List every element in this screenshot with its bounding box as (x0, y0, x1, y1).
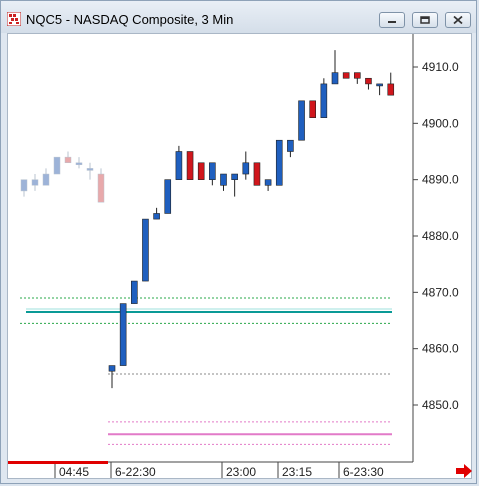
x-tick-label: 04:45 (59, 465, 89, 478)
session-bar (8, 461, 108, 464)
candle-faded (31, 179, 39, 186)
y-tick-label: 4900.0 (422, 116, 459, 130)
candle (119, 303, 127, 366)
candle (353, 72, 361, 79)
candle (365, 77, 372, 85)
candle (253, 162, 261, 186)
candle-faded (75, 162, 83, 166)
y-tick-label: 4850.0 (422, 398, 459, 412)
candle (275, 139, 283, 186)
candle (220, 173, 227, 186)
candle (153, 213, 160, 220)
candle-faded (86, 168, 94, 171)
candle (309, 100, 317, 119)
candle-faded (42, 173, 50, 186)
minimize-icon (388, 21, 396, 23)
restore-button[interactable] (412, 12, 438, 28)
candle (142, 218, 149, 282)
candle-faded (97, 173, 105, 203)
app-icon (7, 12, 21, 26)
window-title: NQC5 - NASDAQ Composite, 3 Min (26, 12, 234, 27)
title-bar[interactable]: NQC5 - NASDAQ Composite, 3 Min (1, 1, 476, 33)
candle-faded (64, 156, 72, 164)
candle (376, 83, 383, 87)
y-tick-label: 4860.0 (422, 342, 459, 356)
candle (131, 280, 138, 304)
scroll-right-arrow-icon[interactable] (456, 464, 472, 478)
candle-faded (53, 156, 61, 175)
x-tick-label: 23:00 (226, 465, 256, 478)
x-tick-label: 23:15 (282, 465, 312, 478)
candle (242, 162, 250, 175)
candle (298, 100, 305, 141)
candle (331, 72, 339, 85)
restore-icon (420, 16, 430, 24)
candle (164, 179, 172, 214)
close-button[interactable] (445, 12, 471, 28)
candle (320, 83, 328, 119)
chart-area[interactable]: 4850.0 4860.0 4870.0 4880.0 4890.0 4900.0 4910… (7, 33, 472, 479)
candle (264, 179, 272, 186)
candlestick-chart[interactable]: 4850.0 4860.0 4870.0 4880.0 4890.0 4900.0 4910… (8, 34, 471, 478)
candle (342, 72, 350, 79)
candle (197, 162, 205, 180)
y-tick-label: 4910.0 (422, 60, 459, 74)
candle (209, 162, 216, 180)
candle-faded (20, 179, 28, 192)
candle (108, 365, 116, 372)
y-tick-label: 4890.0 (422, 173, 459, 187)
y-tick-label: 4880.0 (422, 229, 459, 243)
x-tick-label: 6-23:30 (343, 465, 384, 478)
candle (387, 83, 395, 96)
minimize-button[interactable] (379, 12, 405, 28)
x-tick-label: 6-22:30 (115, 465, 156, 478)
candle (287, 139, 294, 152)
candle (175, 151, 183, 180)
candle (186, 151, 194, 180)
y-tick-label: 4870.0 (422, 285, 459, 299)
candle (231, 173, 238, 180)
close-icon (453, 15, 463, 25)
